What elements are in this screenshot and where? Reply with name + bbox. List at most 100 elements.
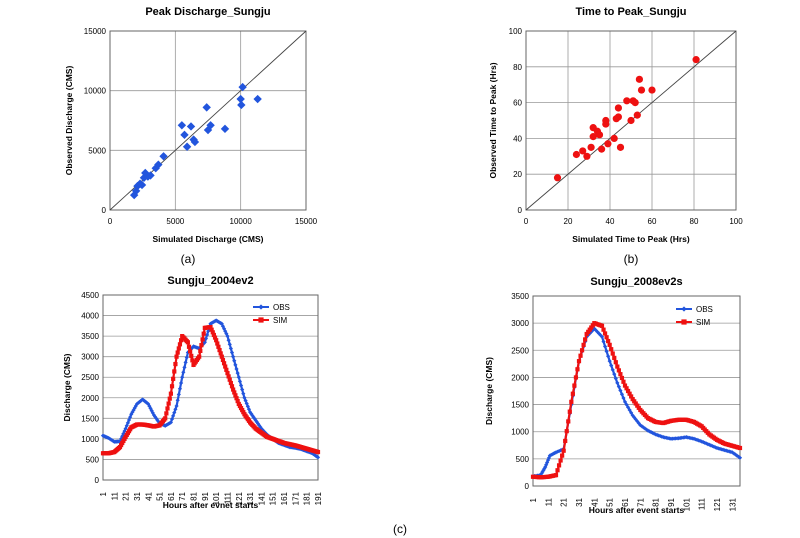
x-tick-label: 181	[303, 491, 312, 505]
data-point	[630, 397, 635, 402]
data-point	[175, 398, 180, 403]
caption-c: (c)	[393, 522, 407, 536]
data-point	[633, 417, 638, 422]
data-point	[169, 417, 175, 422]
data-point	[178, 338, 184, 343]
data-point	[219, 354, 224, 359]
x-tick-label: 91	[667, 497, 676, 506]
data-point	[624, 386, 629, 391]
data-point	[633, 401, 638, 406]
data-point	[198, 348, 203, 354]
data-point	[218, 351, 223, 356]
y-tick-label: 1500	[81, 414, 99, 423]
data-point	[237, 379, 243, 384]
data-point	[223, 364, 228, 369]
data-point	[182, 365, 187, 370]
y-tick-label: 2500	[511, 346, 529, 355]
data-point	[636, 421, 641, 426]
x-tick-label: 0	[524, 217, 529, 226]
data-point	[121, 431, 126, 436]
data-point	[636, 405, 641, 410]
legend-swatch-marker	[258, 304, 264, 310]
data-point	[730, 450, 735, 455]
x-tick-label: 81	[652, 497, 661, 506]
data-point	[151, 412, 157, 418]
data-point	[692, 56, 700, 64]
legend-label: OBS	[273, 303, 290, 312]
x-axis-label: Hours after event starts	[589, 505, 685, 515]
data-point	[174, 354, 179, 359]
x-tick-label: 31	[133, 491, 142, 500]
data-point	[227, 342, 232, 347]
x-tick-label: 101	[682, 497, 691, 511]
data-point	[616, 143, 625, 151]
data-point	[731, 451, 736, 456]
data-point	[139, 173, 149, 182]
y-tick-label: 1000	[81, 435, 99, 444]
data-point	[184, 355, 189, 360]
data-point	[737, 455, 743, 460]
data-point	[122, 429, 127, 434]
data-point	[241, 391, 246, 396]
data-point	[601, 327, 606, 332]
data-point	[236, 375, 241, 380]
data-point	[128, 415, 133, 420]
data-point	[614, 104, 623, 112]
data-point	[215, 341, 220, 346]
data-point	[165, 406, 170, 411]
data-point	[227, 377, 232, 382]
data-point	[627, 407, 632, 413]
chart-title: Peak Discharge_Sungju	[145, 6, 270, 18]
data-point	[249, 411, 254, 416]
data-point	[561, 448, 566, 453]
x-tick-label: 61	[621, 497, 630, 506]
data-point	[151, 164, 160, 173]
data-point	[575, 367, 580, 372]
data-point	[190, 358, 195, 363]
data-point	[173, 407, 178, 412]
data-point	[123, 426, 128, 431]
y-tick-label: 5000	[88, 146, 106, 155]
y-tick-label: 60	[513, 99, 522, 108]
data-point	[635, 75, 644, 83]
y-tick-label: 4500	[81, 291, 99, 300]
x-tick-label: 151	[269, 491, 278, 505]
x-tick-label: 141	[257, 491, 266, 505]
legend-label: OBS	[696, 305, 713, 314]
data-point	[240, 387, 245, 392]
data-point	[226, 338, 231, 343]
data-point	[235, 371, 240, 376]
data-point	[180, 130, 189, 140]
data-point	[622, 399, 628, 404]
data-point	[168, 391, 173, 396]
data-point	[619, 392, 625, 397]
x-tick-label: 121	[713, 497, 722, 511]
y-tick-label: 0	[95, 476, 100, 485]
data-point	[573, 375, 579, 380]
x-tick-label: 10000	[230, 217, 253, 226]
y-tick-label: 0	[518, 206, 523, 215]
data-point	[154, 160, 163, 169]
data-point	[174, 403, 179, 409]
data-point	[166, 401, 171, 406]
data-point	[556, 463, 562, 468]
data-point	[616, 368, 621, 373]
data-point	[602, 344, 608, 349]
data-point	[210, 330, 215, 335]
data-point	[609, 347, 614, 352]
data-point	[231, 387, 236, 392]
data-point	[232, 390, 237, 395]
data-point	[186, 122, 196, 131]
data-point	[137, 180, 147, 190]
data-point	[604, 349, 609, 354]
data-point	[189, 346, 194, 351]
data-point	[629, 410, 634, 415]
data-point	[615, 380, 620, 385]
data-point	[190, 345, 195, 350]
data-point	[572, 383, 577, 388]
data-point	[632, 415, 637, 420]
data-point	[246, 407, 252, 412]
data-point	[203, 336, 209, 341]
data-point	[229, 350, 235, 355]
data-point	[117, 439, 123, 444]
